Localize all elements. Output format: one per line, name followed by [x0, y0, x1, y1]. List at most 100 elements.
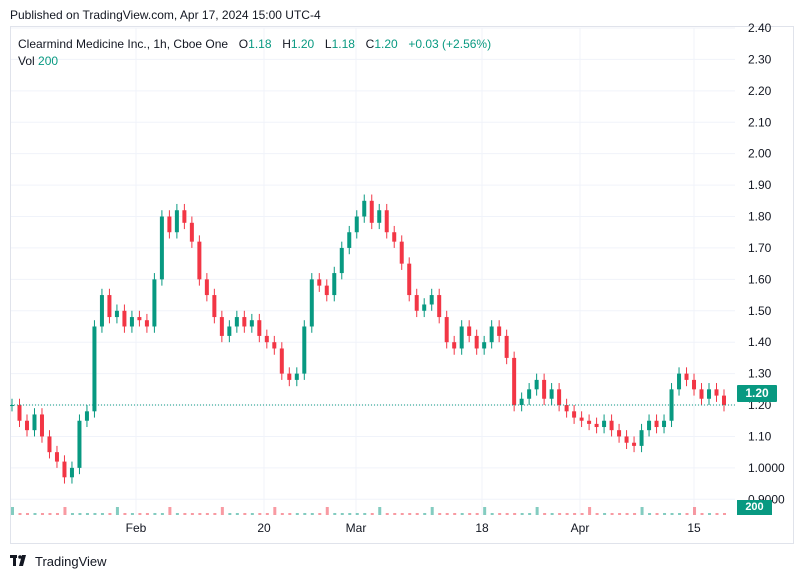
- volume-bar: [498, 513, 502, 515]
- volume-bar: [535, 507, 539, 515]
- volume-bar: [588, 507, 592, 515]
- volume-bar: [438, 513, 442, 515]
- volume-bar: [655, 513, 659, 515]
- volume-bar: [273, 507, 277, 515]
- legend-vol-value: 200: [38, 54, 59, 68]
- footer: TradingView: [10, 552, 107, 570]
- volume-bar: [400, 513, 404, 515]
- volume-bar: [78, 513, 82, 515]
- legend-symbol[interactable]: Clearmind Medicine Inc., 1h, Cboe One: [18, 37, 229, 51]
- candle-body: [617, 430, 622, 437]
- volume-bar: [670, 513, 674, 515]
- candle-body: [144, 320, 149, 327]
- volume-bar: [145, 513, 149, 515]
- y-tick-label: 1.0000: [748, 461, 785, 475]
- volume-bar: [693, 507, 697, 515]
- volume-bar: [678, 513, 682, 515]
- candle-body: [174, 210, 179, 233]
- candle-body: [482, 342, 487, 349]
- candle-body: [114, 310, 119, 318]
- candle-body: [234, 317, 239, 327]
- volume-bar: [565, 513, 569, 515]
- candle-body: [527, 389, 532, 399]
- volume-bar: [295, 513, 299, 515]
- candle-body: [287, 373, 292, 380]
- volume-bar: [528, 513, 532, 515]
- volume-bar: [355, 513, 359, 515]
- y-tick-label: 1.80: [748, 210, 772, 224]
- x-tick-label: Feb: [126, 521, 147, 535]
- y-tick-label: 1.70: [748, 241, 772, 255]
- candle-body: [24, 420, 29, 431]
- legend-high-label: H: [282, 37, 291, 51]
- candle-body: [354, 216, 359, 233]
- candle-body: [69, 467, 74, 478]
- volume-bar: [250, 513, 254, 515]
- volume-bar: [130, 513, 134, 515]
- volume-bar: [18, 513, 22, 515]
- candle-body: [722, 395, 726, 406]
- candle-body: [452, 342, 457, 349]
- candle-body: [504, 335, 509, 358]
- volume-bar: [190, 513, 194, 515]
- x-tick-label: 18: [475, 521, 489, 535]
- volume-bar: [408, 513, 412, 515]
- candle-body: [32, 414, 37, 431]
- volume-bar: [580, 513, 584, 515]
- volume-bar: [490, 513, 494, 515]
- volume-bar: [70, 513, 74, 515]
- candle-body: [332, 273, 337, 296]
- candle-body: [384, 210, 389, 233]
- volume-bar: [558, 513, 562, 515]
- volume-bar: [115, 507, 119, 515]
- volume-bar: [198, 513, 202, 515]
- candle-body: [54, 452, 59, 462]
- candle-body: [362, 200, 367, 217]
- candle-body: [677, 373, 682, 390]
- volume-bar: [40, 513, 44, 515]
- footer-brand[interactable]: TradingView: [35, 553, 107, 569]
- volume-bar: [543, 513, 547, 515]
- y-tick-label: 1.60: [748, 272, 772, 286]
- volume-bar: [93, 513, 97, 515]
- y-tick-label: 1.90: [748, 178, 772, 192]
- volume-bar: [370, 513, 374, 515]
- volume-bar: [363, 513, 367, 515]
- candle-body: [579, 417, 584, 421]
- candle-body: [257, 320, 262, 336]
- y-tick-label: 1.40: [748, 335, 772, 349]
- candle-body: [212, 295, 217, 318]
- volume-bar: [183, 513, 187, 515]
- candle-body: [129, 317, 134, 327]
- volume-bar: [708, 513, 712, 515]
- y-tick-label: 1.50: [748, 304, 772, 318]
- candle-body: [414, 295, 419, 311]
- candle-body: [632, 442, 637, 446]
- candle-body: [587, 420, 592, 424]
- candle-body: [107, 295, 112, 318]
- candle-body: [512, 357, 517, 406]
- candle-body: [204, 279, 209, 296]
- volume-bar: [168, 507, 172, 515]
- volume-bar: [453, 513, 457, 515]
- tradingview-logo-icon: [10, 555, 26, 566]
- candle-body: [294, 373, 299, 380]
- volume-bar: [138, 513, 142, 515]
- candle-body: [242, 317, 247, 327]
- candle-body: [714, 389, 719, 396]
- legend-close-label: C: [365, 37, 375, 51]
- candle-body: [647, 420, 652, 431]
- volume-bar: [348, 513, 352, 515]
- candle-body: [684, 373, 689, 380]
- candle-body: [324, 285, 329, 296]
- chart-frame: [10, 26, 794, 544]
- candle-body: [459, 326, 464, 349]
- candle-body: [564, 405, 569, 412]
- candle-body: [557, 389, 562, 406]
- candle-body: [437, 295, 442, 318]
- candle-body: [264, 335, 269, 343]
- candle-body: [422, 304, 427, 311]
- volume-bar: [460, 513, 464, 515]
- candle-body: [152, 279, 157, 327]
